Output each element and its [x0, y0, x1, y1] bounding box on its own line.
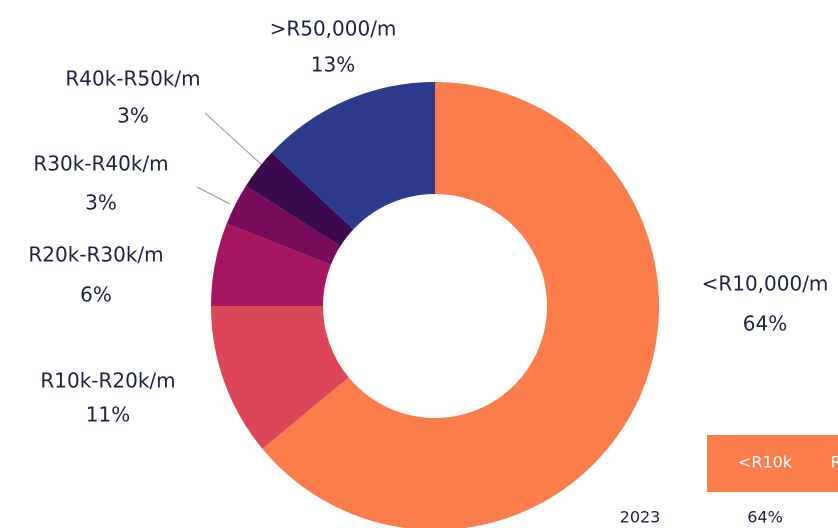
slice	[245, 152, 354, 246]
slice	[271, 82, 435, 230]
slice-value: 3%	[117, 104, 149, 128]
table-cell: 64%	[747, 508, 783, 527]
slice	[211, 306, 349, 449]
table-header-cell: R	[830, 453, 838, 472]
slice-label: <R10,000/m	[702, 272, 829, 296]
leader-line	[204, 112, 264, 167]
slice-label: R10k-R20k/m	[40, 369, 175, 393]
leader-line	[196, 186, 231, 205]
table-cell: 2023	[620, 508, 661, 527]
slice	[211, 223, 331, 306]
slice-label: R40k-R50k/m	[65, 67, 200, 91]
slice	[226, 185, 341, 265]
slice	[262, 82, 659, 528]
slices	[211, 82, 659, 528]
table-header-cell: <R10k	[738, 453, 793, 472]
slice-label: R30k-R40k/m	[33, 152, 168, 176]
slice-value: 64%	[743, 312, 787, 336]
slice-label: R20k-R30k/m	[28, 243, 163, 267]
slice-value: 11%	[86, 403, 130, 427]
slice-value: 6%	[80, 283, 112, 307]
slice-value: 3%	[85, 191, 117, 215]
slice-value: 13%	[311, 53, 355, 77]
slice-label: >R50,000/m	[270, 17, 397, 41]
table-header	[707, 435, 838, 492]
